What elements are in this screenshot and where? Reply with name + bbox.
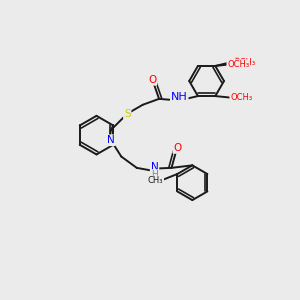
Text: CH₃: CH₃: [148, 176, 163, 185]
Text: O: O: [148, 75, 156, 85]
Text: N: N: [151, 162, 158, 172]
Text: O: O: [173, 143, 181, 153]
Text: S: S: [124, 109, 130, 119]
Text: NH: NH: [171, 92, 188, 102]
Text: N: N: [107, 135, 115, 145]
Text: O: O: [232, 57, 240, 68]
Text: OCH₃: OCH₃: [233, 58, 255, 67]
Text: OCH₃: OCH₃: [227, 60, 249, 69]
Text: OCH₃: OCH₃: [230, 93, 252, 102]
Text: H: H: [151, 170, 158, 179]
